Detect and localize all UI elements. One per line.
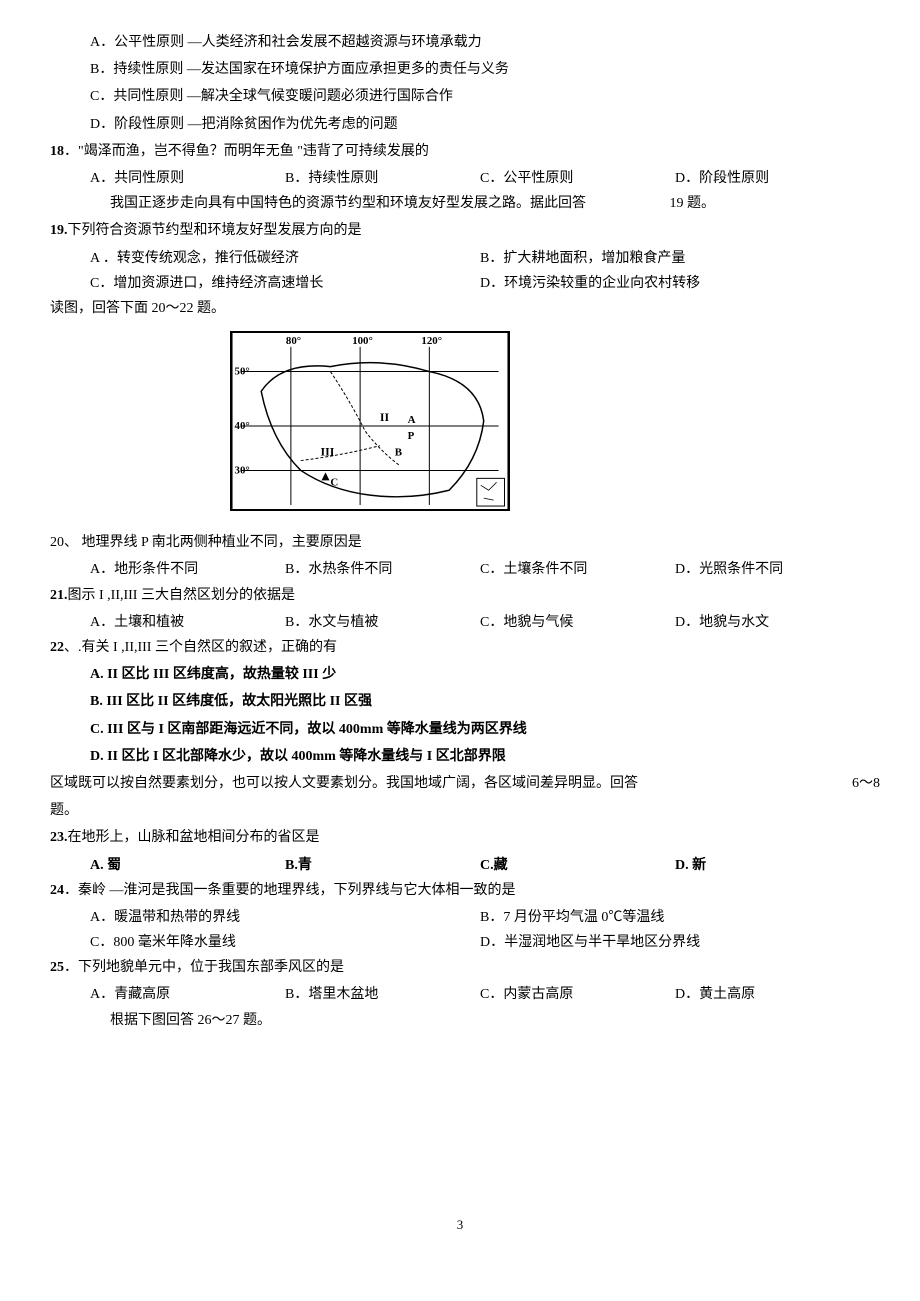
q20-options: A．地形条件不同 B．水热条件不同 C．土壤条件不同 D．光照条件不同 xyxy=(50,557,870,582)
q23-text: 在地形上，山脉和盆地相间分布的省区是 xyxy=(68,830,320,845)
q19-option-b: B．扩大耕地面积，增加粮食产量 xyxy=(480,246,870,271)
q20-stem: 20、 地理界线 P 南北两侧种植业不同，主要原因是 xyxy=(50,530,870,555)
q22-stem: 22、.有关 I ,II,III 三个自然区的叙述，正确的有 xyxy=(50,635,870,660)
q25-option-b: B．塔里木盆地 xyxy=(285,982,480,1007)
q17-option-d: D．阶段性原则 —把消除贫困作为优先考虑的问题 xyxy=(50,112,870,137)
q20-option-b: B．水热条件不同 xyxy=(285,557,480,582)
q24-stem: 24．秦岭 —淮河是我国一条重要的地理界线，下列界线与它大体相一致的是 xyxy=(50,878,870,903)
intro-19-text: 我国正逐步走向具有中国特色的资源节约型和环境友好型发展之路。据此回答 xyxy=(110,196,586,211)
q23-stem: 23.在地形上，山脉和盆地相间分布的省区是 xyxy=(50,825,870,850)
q23-options: A. 蜀 B.青 C.藏 D. 新 xyxy=(50,853,870,878)
q24-options-row1: A．暖温带和热带的界线 B．7 月份平均气温 0℃等温线 xyxy=(50,905,870,930)
q19-stem: 19.下列符合资源节约型和环境友好型发展方向的是 xyxy=(50,218,870,243)
intro-20-22: 读图，回答下面 20～22 题。 xyxy=(50,296,870,321)
q18-options: A．共同性原则 B．持续性原则 C．公平性原则 D．阶段性原则 xyxy=(50,166,870,191)
q18-number: 18 xyxy=(50,144,64,159)
q17-option-a: A．公平性原则 —人类经济和社会发展不超越资源与环境承载力 xyxy=(50,30,870,55)
china-map-figure: 80° 100° 120° 50° 40° 30° II III A P B C xyxy=(50,331,870,520)
page-number: 3 xyxy=(50,1213,870,1236)
q24-option-c: C．800 毫米年降水量线 xyxy=(90,930,480,955)
q18-option-b: B．持续性原则 xyxy=(285,166,480,191)
q25-option-a: A．青藏高原 xyxy=(90,982,285,1007)
q23-number: 23. xyxy=(50,830,68,845)
point-a: A xyxy=(408,414,416,426)
intro-23-line2: 题。 xyxy=(50,798,870,823)
intro-23-tail: 6～8 xyxy=(852,771,880,796)
intro-23: 区域既可以按自然要素划分，也可以按人文要素划分。我国地域广阔，各区域间差异明显。… xyxy=(50,771,870,796)
q25-option-d: D．黄土高原 xyxy=(675,982,870,1007)
q24-option-a: A．暖温带和热带的界线 xyxy=(90,905,480,930)
q19-options-row1: A ．转变传统观念，推行低碳经济 B．扩大耕地面积，增加粮食产量 xyxy=(50,246,870,271)
q21-option-a: A．土壤和植被 xyxy=(90,610,285,635)
q18-option-c: C．公平性原则 xyxy=(480,166,675,191)
q25-option-c: C．内蒙古高原 xyxy=(480,982,675,1007)
q24-options-row2: C．800 毫米年降水量线 D．半湿润地区与半干旱地区分界线 xyxy=(50,930,870,955)
q19-option-c: C．增加资源进口，维持经济高速增长 xyxy=(90,271,480,296)
q25-options: A．青藏高原 B．塔里木盆地 C．内蒙古高原 D．黄土高原 xyxy=(50,982,870,1007)
q22-option-a: A. II 区比 III 区纬度高，故热量较 III 少 xyxy=(50,662,870,687)
q20-option-a: A．地形条件不同 xyxy=(90,557,285,582)
q21-text: 图示 I ,II,III 三大自然区划分的依据是 xyxy=(68,588,295,603)
point-c: C xyxy=(330,476,338,488)
q22-number: 22 xyxy=(50,640,64,655)
q17-option-b: B．持续性原则 —发达国家在环境保护方面应承担更多的责任与义务 xyxy=(50,57,870,82)
q23-option-b: B.青 xyxy=(285,853,480,878)
q19-number: 19. xyxy=(50,223,68,238)
q22-option-b: B. III 区比 II 区纬度低，故太阳光照比 II 区强 xyxy=(50,689,870,714)
lon-120: 120° xyxy=(421,335,442,347)
q17-option-c: C．共同性原则 —解决全球气候变暖问题必须进行国际合作 xyxy=(50,84,870,109)
q19-text: 下列符合资源节约型和环境友好型发展方向的是 xyxy=(68,223,362,238)
q22-text: 、.有关 I ,II,III 三个自然区的叙述，正确的有 xyxy=(64,640,337,655)
q24-option-d: D．半湿润地区与半干旱地区分界线 xyxy=(480,930,870,955)
q18-option-d: D．阶段性原则 xyxy=(675,166,870,191)
q22-option-c: C. III 区与 I 区南部距海远近不同，故以 400mm 等降水量线为两区界… xyxy=(50,717,870,742)
q21-option-d: D．地貌与水文 xyxy=(675,610,870,635)
q20-option-d: D．光照条件不同 xyxy=(675,557,870,582)
q21-stem: 21.图示 I ,II,III 三大自然区划分的依据是 xyxy=(50,583,870,608)
q25-stem: 25．下列地貌单元中，位于我国东部季风区的是 xyxy=(50,955,870,980)
intro-26-27: 根据下图回答 26～27 题。 xyxy=(50,1008,870,1033)
lat-50: 50° xyxy=(235,366,250,378)
q18-stem: 18．"竭泽而渔，岂不得鱼？而明年无鱼 "违背了可持续发展的 xyxy=(50,139,870,164)
q24-option-b: B．7 月份平均气温 0℃等温线 xyxy=(480,905,870,930)
q21-number: 21. xyxy=(50,588,68,603)
q19-option-a: A ．转变传统观念，推行低碳经济 xyxy=(90,246,480,271)
map-svg: 80° 100° 120° 50° 40° 30° II III A P B C xyxy=(230,331,510,511)
intro-19: 我国正逐步走向具有中国特色的资源节约型和环境友好型发展之路。据此回答 19 题。 xyxy=(50,191,870,216)
lon-80: 80° xyxy=(286,335,301,347)
region-2: II xyxy=(380,410,390,424)
q23-option-c: C.藏 xyxy=(480,853,675,878)
q25-text: ．下列地貌单元中，位于我国东部季风区的是 xyxy=(64,960,344,975)
q21-options: A．土壤和植被 B．水文与植被 C．地貌与气候 D．地貌与水文 xyxy=(50,610,870,635)
q18-text: ．"竭泽而渔，岂不得鱼？而明年无鱼 "违背了可持续发展的 xyxy=(64,144,429,159)
intro-19-tail: 19 题。 xyxy=(670,196,716,211)
q25-number: 25 xyxy=(50,960,64,975)
q21-option-b: B．水文与植被 xyxy=(285,610,480,635)
lat-30: 30° xyxy=(235,464,250,476)
q19-option-d: D．环境污染较重的企业向农村转移 xyxy=(480,271,870,296)
q23-option-a: A. 蜀 xyxy=(90,853,285,878)
point-p: P xyxy=(408,430,415,442)
lon-100: 100° xyxy=(352,335,373,347)
region-3: III xyxy=(321,445,335,459)
q22-option-d: D. II 区比 I 区北部降水少，故以 400mm 等降水量线与 I 区北部界… xyxy=(50,744,870,769)
lat-40: 40° xyxy=(235,420,250,432)
q19-options-row2: C．增加资源进口，维持经济高速增长 D．环境污染较重的企业向农村转移 xyxy=(50,271,870,296)
q18-option-a: A．共同性原则 xyxy=(90,166,285,191)
intro-23-text: 区域既可以按自然要素划分，也可以按人文要素划分。我国地域广阔，各区域间差异明显。… xyxy=(50,776,638,791)
point-b: B xyxy=(395,447,402,459)
q20-option-c: C．土壤条件不同 xyxy=(480,557,675,582)
q23-option-d: D. 新 xyxy=(675,853,870,878)
q24-number: 24 xyxy=(50,883,64,898)
q24-text: ．秦岭 —淮河是我国一条重要的地理界线，下列界线与它大体相一致的是 xyxy=(64,883,516,898)
q21-option-c: C．地貌与气候 xyxy=(480,610,675,635)
